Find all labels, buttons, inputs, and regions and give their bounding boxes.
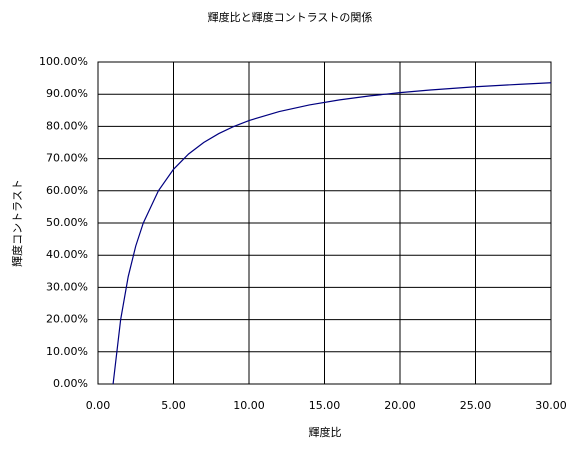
- y-tick-label: 30.00%: [46, 280, 88, 293]
- y-tick-label: 60.00%: [46, 184, 88, 197]
- x-tick-label: 30.00: [535, 399, 567, 412]
- y-tick-label: 90.00%: [46, 87, 88, 100]
- y-axis-label: 輝度コントラスト: [10, 179, 24, 267]
- chart-title: 輝度比と輝度コントラストの関係: [208, 10, 373, 24]
- y-tick-label: 40.00%: [46, 248, 88, 261]
- x-tick-label: 15.00: [309, 399, 341, 412]
- y-tick-label: 0.00%: [53, 377, 88, 390]
- y-tick-label: 70.00%: [46, 152, 88, 165]
- y-tick-label: 50.00%: [46, 216, 88, 229]
- x-tick-label: 10.00: [233, 399, 265, 412]
- x-tick-label: 25.00: [460, 399, 492, 412]
- y-tick-label: 100.00%: [39, 55, 88, 68]
- data-line: [112, 82, 552, 385]
- x-tick-label: 20.00: [384, 399, 416, 412]
- x-tick-label: 0.00: [86, 399, 111, 412]
- plot-border: [97, 61, 552, 385]
- x-tick-label: 5.00: [161, 399, 186, 412]
- y-tick-label: 10.00%: [46, 345, 88, 358]
- y-tick-label: 20.00%: [46, 313, 88, 326]
- y-tick-label: 80.00%: [46, 119, 88, 132]
- x-axis-label: 輝度比: [309, 425, 342, 439]
